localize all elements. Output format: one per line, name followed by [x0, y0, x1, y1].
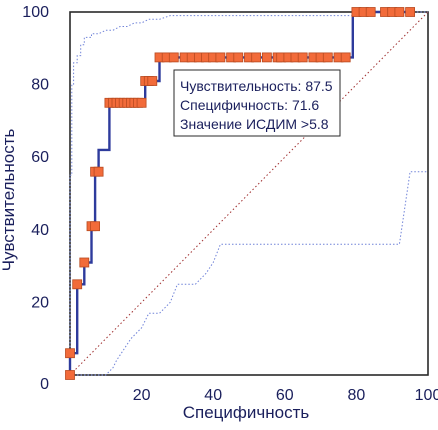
- annotation-criterion: Значение ИСДИМ >5.8: [180, 116, 329, 132]
- roc-point-marker: [136, 97, 147, 108]
- roc-point-marker: [233, 52, 244, 63]
- roc-point-marker: [340, 52, 351, 63]
- y-tick-label: 40: [31, 222, 49, 239]
- plot-area: [65, 7, 429, 380]
- annotation-box: Чувствительность: 87.5 Специфичность: 71…: [173, 69, 341, 137]
- roc-point-marker: [65, 370, 75, 380]
- roc-point-marker: [90, 221, 100, 232]
- roc-point-marker: [405, 7, 416, 17]
- roc-point-marker: [168, 52, 179, 63]
- roc-point-marker: [147, 76, 158, 86]
- annotation-sensitivity: Чувствительность: 87.5: [180, 78, 333, 94]
- roc-point-marker: [79, 257, 90, 268]
- roc-point-marker: [251, 52, 262, 63]
- roc-point-marker: [261, 52, 272, 63]
- roc-point-marker: [297, 52, 308, 63]
- diagonal-reference-line: [69, 11, 429, 376]
- roc-point-marker: [215, 52, 226, 63]
- y-tick-label: 60: [31, 149, 49, 166]
- y-tick-label: 20: [31, 294, 49, 311]
- x-axis-title: Специфичность: [183, 403, 310, 422]
- roc-point-marker: [394, 7, 405, 17]
- roc-point-marker: [65, 348, 75, 359]
- y-tick-label: 80: [31, 77, 49, 94]
- x-tick-label: 100: [415, 387, 438, 404]
- roc-point-marker: [72, 279, 83, 290]
- annotation-specificity: Специфичность: 71.6: [180, 97, 319, 113]
- plot-frame: [69, 11, 429, 376]
- roc-point-marker: [322, 52, 333, 63]
- axis-ticks: 20 40 60 80 100 0 20 40 60 80 100: [22, 4, 438, 404]
- y-tick-label: 100: [22, 4, 49, 21]
- x-tick-label: 80: [348, 387, 366, 404]
- annotation-box-frame: [173, 69, 341, 137]
- y-axis-title: Чувствительность: [0, 128, 18, 271]
- x-tick-label: 20: [133, 387, 151, 404]
- y-tick-label: 0: [40, 376, 49, 393]
- roc-point-marker: [365, 7, 376, 17]
- roc-point-marker: [93, 166, 104, 177]
- x-tick-label: 60: [276, 387, 294, 404]
- x-tick-label: 40: [204, 387, 222, 404]
